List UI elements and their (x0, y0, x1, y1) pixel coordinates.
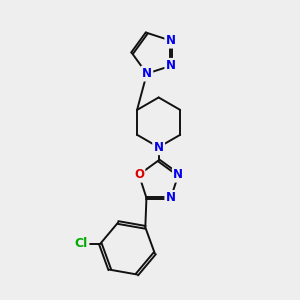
Text: N: N (166, 191, 176, 204)
Text: N: N (142, 67, 152, 80)
Text: O: O (134, 168, 144, 181)
Text: Cl: Cl (75, 237, 88, 250)
Text: N: N (166, 34, 176, 47)
Text: N: N (173, 168, 183, 181)
Text: N: N (154, 141, 164, 154)
Text: N: N (166, 59, 176, 72)
